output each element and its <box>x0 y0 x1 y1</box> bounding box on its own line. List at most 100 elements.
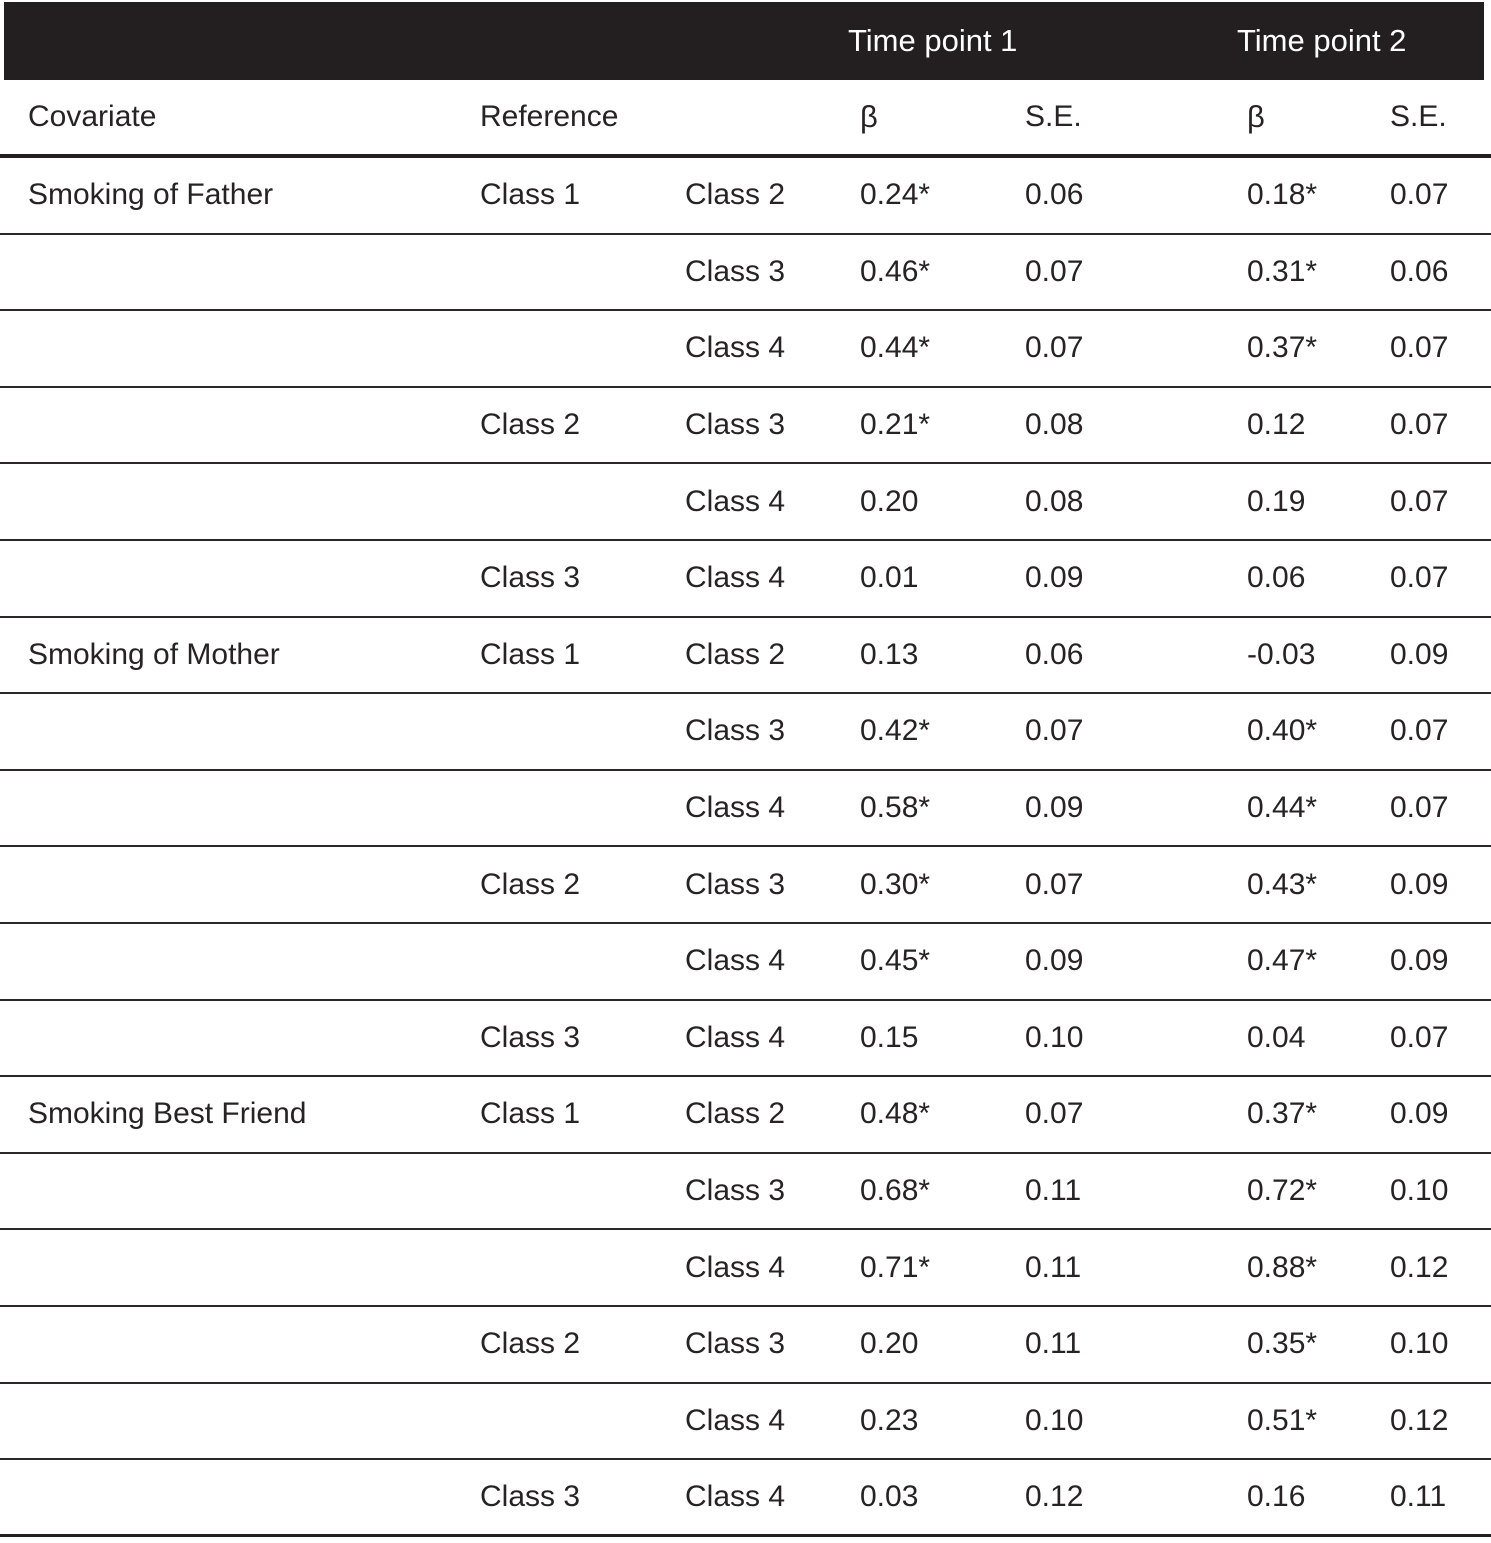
cell-tp1-se: 0.09 <box>1025 561 1084 595</box>
cell-tp2-beta: 0.51* <box>1247 1403 1318 1437</box>
cell-tp2-se: 0.07 <box>1390 714 1449 748</box>
cell-tp2-beta: 0.16 <box>1247 1479 1306 1513</box>
cell-tp1-se: 0.10 <box>1025 1020 1084 1054</box>
cell-tp2-se: 0.12 <box>1390 1403 1449 1437</box>
table-row: Smoking of Mother Class 1 Class 2 0.13 0.06 -… <box>0 618 1491 695</box>
cell-reference: Class 1 <box>480 637 581 671</box>
cell-tp1-beta: 0.48* <box>860 1097 931 1131</box>
cell-tp1-beta: 0.42* <box>860 714 931 748</box>
cell-tp1-beta: 0.45* <box>860 944 931 978</box>
table-row: Class 3 Class 4 0.03 0.12 0.16 0.11 <box>0 1460 1491 1537</box>
tp2-beta-column-header: β <box>1247 99 1265 134</box>
cell-tp1-se: 0.12 <box>1025 1479 1084 1513</box>
cell-tp2-se: 0.09 <box>1390 867 1449 901</box>
table-row: Class 2 Class 3 0.20 0.11 0.35* 0.10 <box>0 1307 1491 1384</box>
cell-tp1-beta: 0.23 <box>860 1403 919 1437</box>
cell-tp1-beta: 0.15 <box>860 1020 919 1054</box>
cell-tp1-se: 0.08 <box>1025 484 1084 518</box>
time-point-1-header: Time point 1 <box>848 23 1018 58</box>
column-header-row: Covariate Reference β S.E. β S.E. <box>0 80 1491 158</box>
cell-tp2-beta: 0.37* <box>1247 331 1318 365</box>
cell-tp1-se: 0.08 <box>1025 408 1084 442</box>
cell-comparison: Class 3 <box>685 408 786 442</box>
cell-comparison: Class 2 <box>685 637 786 671</box>
cell-tp1-se: 0.09 <box>1025 944 1084 978</box>
cell-tp1-beta: 0.30* <box>860 867 931 901</box>
table-row: Class 3 0.42* 0.07 0.40* 0.07 <box>0 694 1491 771</box>
table-row: Class 3 Class 4 0.15 0.10 0.04 0.07 <box>0 1001 1491 1078</box>
cell-tp1-beta: 0.58* <box>860 791 931 825</box>
cell-tp2-beta: 0.31* <box>1247 254 1318 288</box>
cell-tp1-beta: 0.20 <box>860 484 919 518</box>
cell-tp2-beta: 0.44* <box>1247 791 1318 825</box>
cell-tp2-beta: 0.19 <box>1247 484 1306 518</box>
cell-comparison: Class 4 <box>685 1403 786 1437</box>
cell-tp2-se: 0.11 <box>1390 1479 1447 1513</box>
cell-comparison: Class 4 <box>685 1479 786 1513</box>
table-row: Class 4 0.44* 0.07 0.37* 0.07 <box>0 311 1491 388</box>
cell-tp2-beta: 0.04 <box>1247 1020 1306 1054</box>
cell-reference: Class 2 <box>480 1327 581 1361</box>
cell-tp2-se: 0.10 <box>1390 1327 1449 1361</box>
table-row: Class 2 Class 3 0.30* 0.07 0.43* 0.09 <box>0 847 1491 924</box>
cell-comparison: Class 2 <box>685 1097 786 1131</box>
cell-tp2-se: 0.06 <box>1390 254 1449 288</box>
cell-comparison: Class 4 <box>685 944 786 978</box>
cell-comparison: Class 4 <box>685 484 786 518</box>
cell-comparison: Class 3 <box>685 867 786 901</box>
table-header-band: Time point 1 Time point 2 <box>4 2 1484 80</box>
cell-tp1-se: 0.11 <box>1025 1250 1082 1284</box>
cell-comparison: Class 4 <box>685 1020 786 1054</box>
cell-reference: Class 1 <box>480 1097 581 1131</box>
cell-reference: Class 3 <box>480 1020 581 1054</box>
table-row: Smoking Best Friend Class 1 Class 2 0.48* 0.… <box>0 1077 1491 1154</box>
cell-tp2-se: 0.07 <box>1390 408 1449 442</box>
cell-tp2-se: 0.09 <box>1390 637 1449 671</box>
cell-tp2-beta: 0.47* <box>1247 944 1318 978</box>
cell-tp2-beta: 0.06 <box>1247 561 1306 595</box>
cell-tp2-beta: 0.40* <box>1247 714 1318 748</box>
covariate-column-header: Covariate <box>28 100 157 133</box>
cell-tp1-beta: 0.13 <box>860 637 919 671</box>
cell-tp2-se: 0.12 <box>1390 1250 1449 1284</box>
cell-tp2-se: 0.07 <box>1390 178 1449 212</box>
cell-tp1-se: 0.10 <box>1025 1403 1084 1437</box>
cell-tp1-se: 0.11 <box>1025 1327 1082 1361</box>
cell-comparison: Class 3 <box>685 714 786 748</box>
cell-tp2-se: 0.07 <box>1390 561 1449 595</box>
cell-comparison: Class 2 <box>685 178 786 212</box>
cell-tp1-beta: 0.01 <box>860 561 919 595</box>
cell-tp2-beta: -0.03 <box>1247 637 1316 671</box>
cell-comparison: Class 3 <box>685 1174 786 1208</box>
table-row: Class 4 0.58* 0.09 0.44* 0.07 <box>0 771 1491 848</box>
table-row: Class 3 0.46* 0.07 0.31* 0.06 <box>0 235 1491 312</box>
cell-tp1-beta: 0.44* <box>860 331 931 365</box>
cell-reference: Class 3 <box>480 561 581 595</box>
cell-tp1-beta: 0.21* <box>860 408 931 442</box>
table-row: Class 4 0.71* 0.11 0.88* 0.12 <box>0 1230 1491 1307</box>
cell-tp1-se: 0.09 <box>1025 791 1084 825</box>
cell-tp2-se: 0.10 <box>1390 1174 1449 1208</box>
cell-tp1-beta: 0.68* <box>860 1174 931 1208</box>
cell-tp1-se: 0.07 <box>1025 331 1084 365</box>
table-row: Class 4 0.20 0.08 0.19 0.07 <box>0 464 1491 541</box>
cell-tp1-se: 0.06 <box>1025 178 1084 212</box>
cell-tp2-se: 0.07 <box>1390 484 1449 518</box>
cell-tp2-se: 0.09 <box>1390 1097 1449 1131</box>
cell-tp1-beta: 0.71* <box>860 1250 931 1284</box>
cell-covariate: Smoking Best Friend <box>28 1097 307 1131</box>
cell-tp1-se: 0.07 <box>1025 714 1084 748</box>
reference-column-header: Reference <box>480 100 619 133</box>
cell-tp1-se: 0.07 <box>1025 867 1084 901</box>
cell-comparison: Class 4 <box>685 791 786 825</box>
cell-tp2-beta: 0.18* <box>1247 178 1318 212</box>
cell-tp2-se: 0.07 <box>1390 791 1449 825</box>
cell-comparison: Class 4 <box>685 331 786 365</box>
cell-covariate: Smoking of Father <box>28 178 274 212</box>
cell-tp1-beta: 0.46* <box>860 254 931 288</box>
cell-tp1-beta: 0.24* <box>860 178 931 212</box>
cell-reference: Class 2 <box>480 867 581 901</box>
table-row: Class 4 0.45* 0.09 0.47* 0.09 <box>0 924 1491 1001</box>
cell-tp2-beta: 0.43* <box>1247 867 1318 901</box>
